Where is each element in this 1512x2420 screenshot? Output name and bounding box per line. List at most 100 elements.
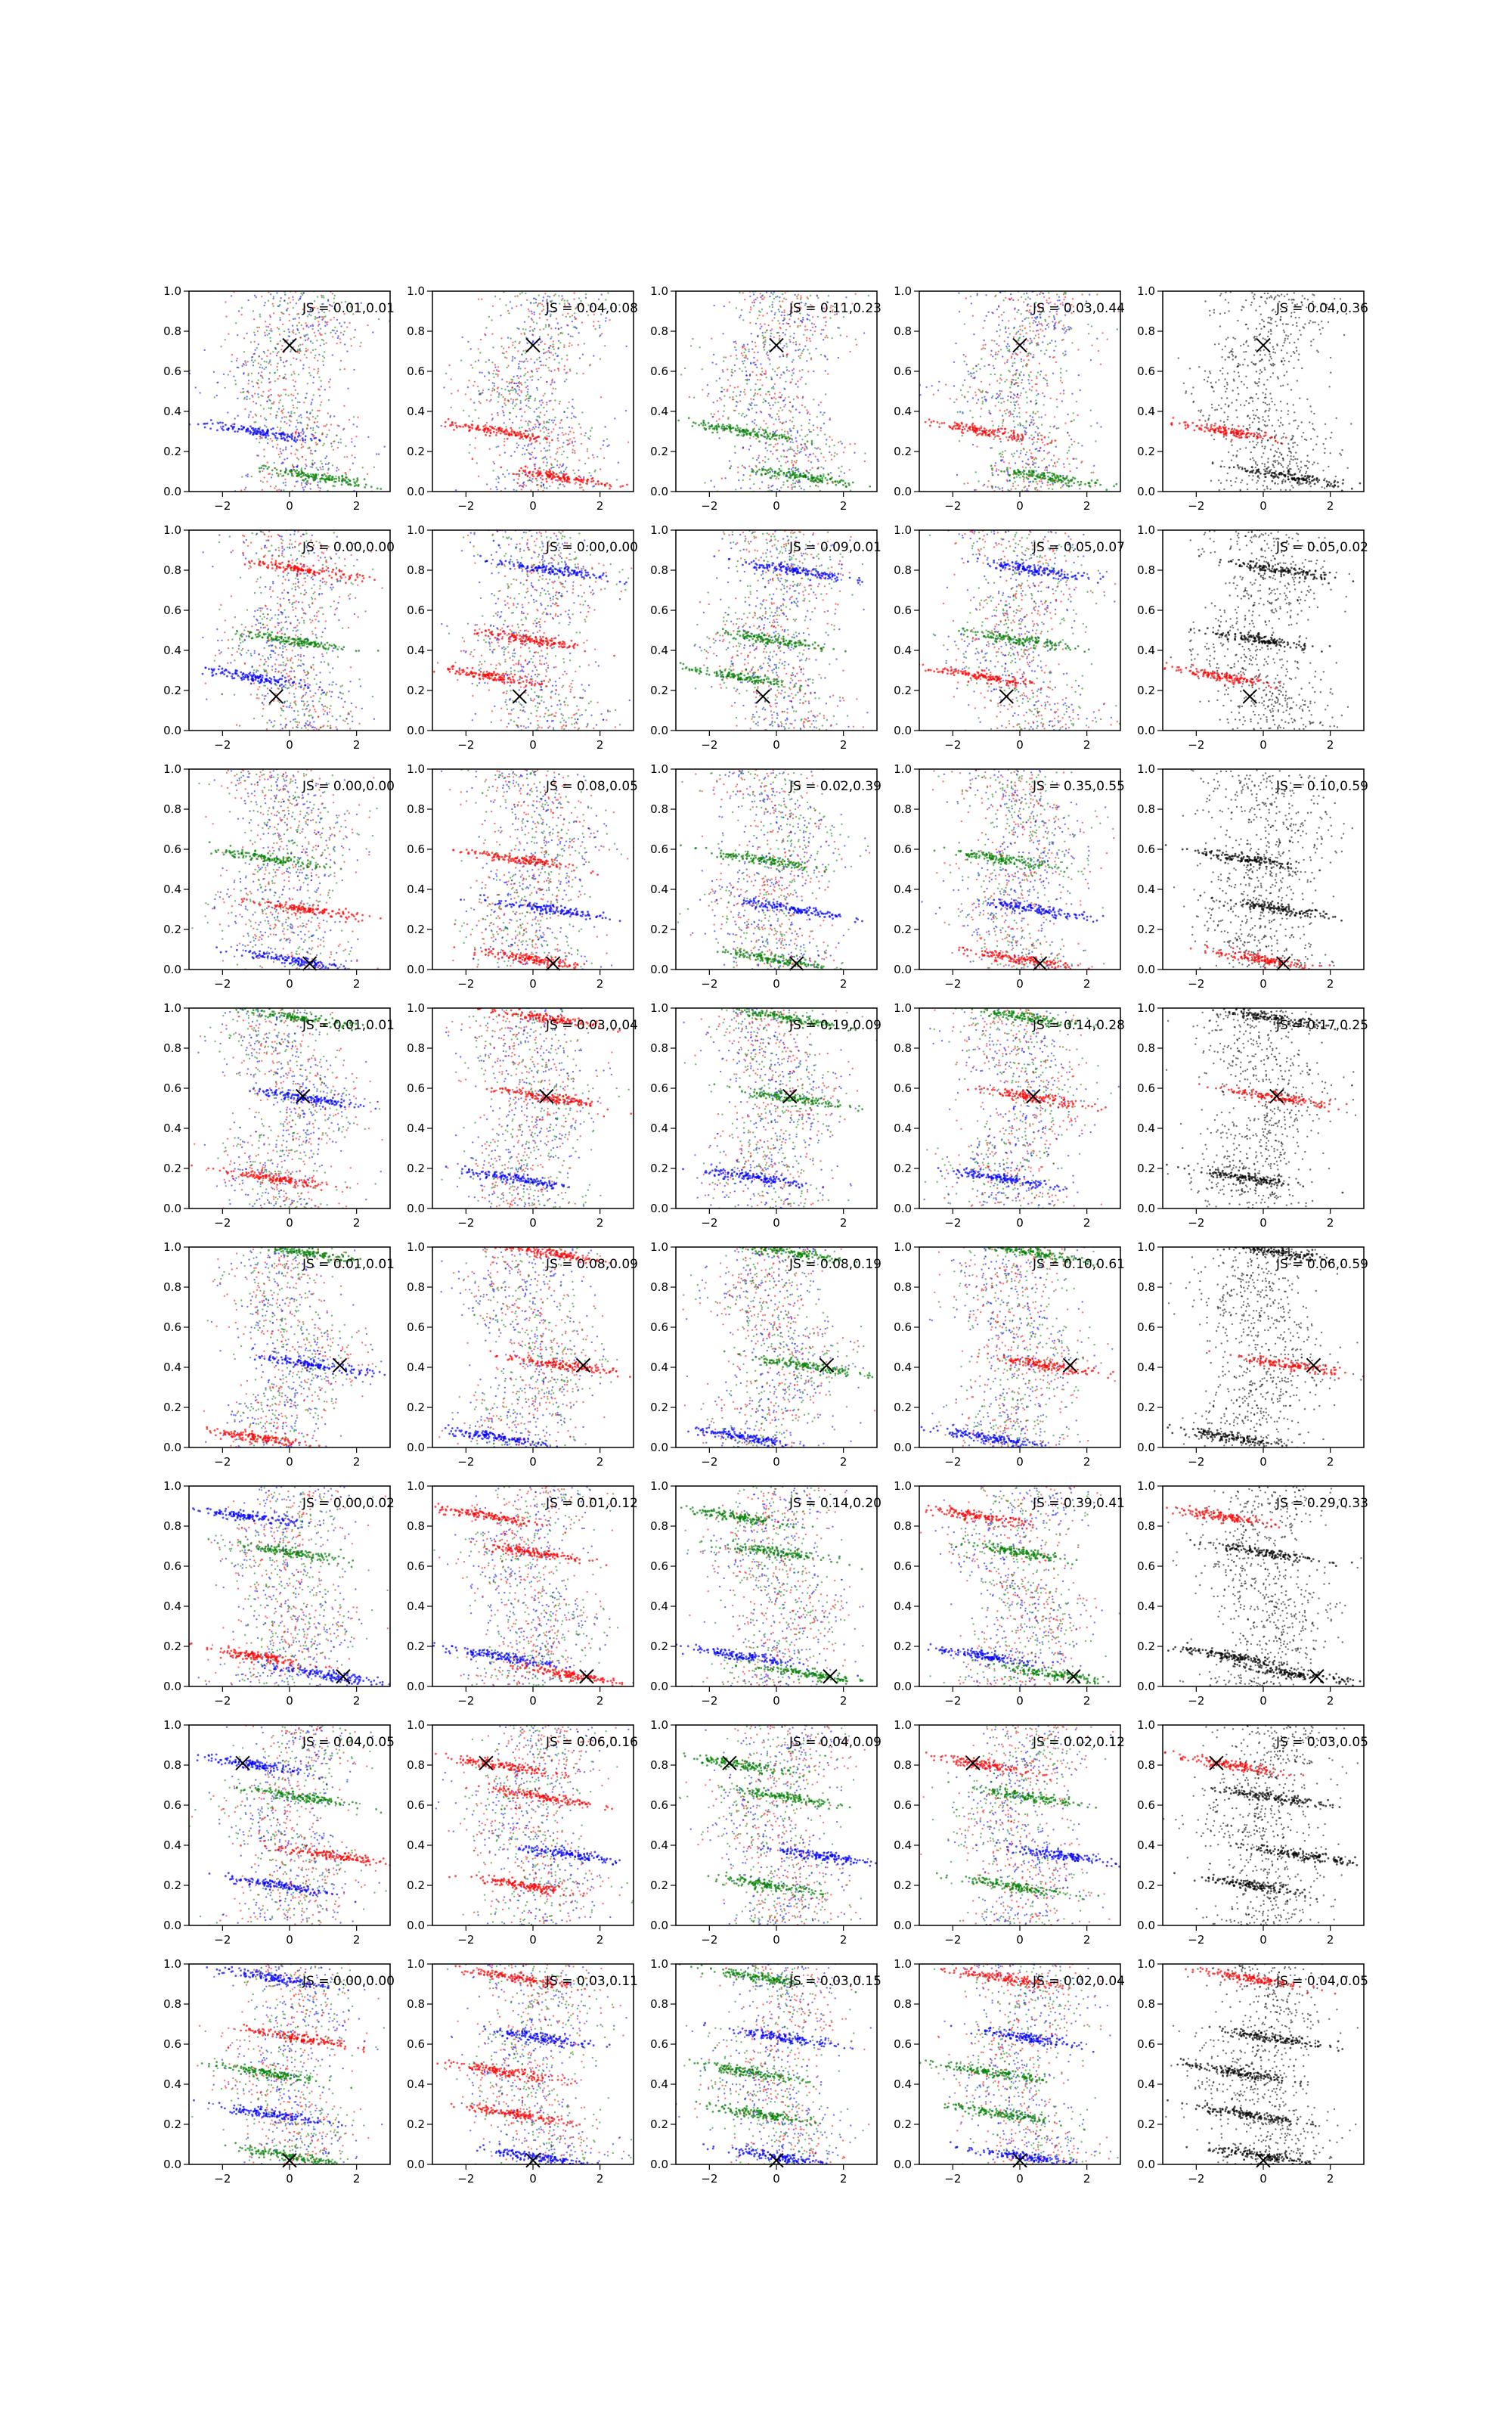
- scatter-point: [322, 340, 324, 342]
- scatter-point: [1053, 328, 1055, 330]
- scatter-point: [516, 295, 519, 297]
- scatter-point: [992, 429, 994, 432]
- scatter-point: [771, 319, 773, 322]
- scatter-point: [529, 325, 531, 328]
- scatter-point: [252, 365, 255, 367]
- scatter-point: [290, 349, 293, 351]
- scatter-point: [1037, 466, 1040, 469]
- scatter-point: [823, 422, 826, 425]
- scatter-point: [710, 413, 712, 415]
- scatter-point: [264, 331, 266, 334]
- scatter-point: [575, 416, 577, 418]
- scatter-point: [300, 431, 302, 434]
- scatter-point: [811, 334, 814, 336]
- scatter-point: [308, 417, 310, 420]
- scatter-point: [826, 479, 829, 482]
- scatter-point: [791, 461, 793, 464]
- scatter-point: [980, 427, 983, 430]
- scatter-point: [844, 446, 846, 448]
- scatter-point: [310, 449, 312, 451]
- scatter-point: [261, 375, 263, 377]
- scatter-point: [795, 343, 798, 346]
- scatter-point: [817, 466, 820, 469]
- scatter-point: [271, 330, 273, 332]
- scatter-point: [562, 483, 565, 486]
- scatter-point: [1029, 298, 1031, 300]
- scatter-point: [801, 397, 804, 399]
- scatter-point: [547, 433, 550, 435]
- scatter-point: [764, 447, 767, 449]
- scatter-point: [268, 395, 271, 397]
- scatter-point: [749, 445, 751, 447]
- x-tick-label: −2: [457, 499, 474, 513]
- scatter-point: [1042, 442, 1044, 444]
- scatter-point: [243, 489, 246, 491]
- scatter-point: [1043, 477, 1046, 480]
- scatter-point: [548, 418, 550, 421]
- scatter-point: [528, 443, 530, 445]
- scatter-point: [497, 366, 500, 368]
- scatter-point: [1049, 311, 1052, 313]
- scatter-point: [999, 452, 1002, 455]
- scatter-point: [1015, 333, 1018, 335]
- scatter-point: [843, 472, 846, 474]
- scatter-point: [304, 435, 307, 438]
- scatter-point: [317, 481, 319, 483]
- scatter-point: [958, 311, 961, 313]
- scatter-point: [203, 426, 206, 429]
- scatter-point: [317, 368, 320, 370]
- scatter-point: [1024, 391, 1027, 393]
- scatter-point: [1060, 377, 1062, 379]
- scatter-point: [764, 430, 767, 433]
- scatter-point: [839, 440, 842, 442]
- scatter-point: [754, 341, 757, 344]
- scatter-point: [1036, 476, 1040, 479]
- scatter-point: [600, 313, 603, 315]
- scatter-point: [555, 473, 558, 476]
- scatter-point: [311, 402, 313, 404]
- scatter-point: [797, 307, 799, 309]
- scatter-point: [331, 329, 333, 331]
- scatter-point: [287, 394, 290, 397]
- scatter-point: [530, 479, 532, 482]
- scatter-point: [566, 416, 569, 419]
- scatter-point: [999, 382, 1001, 384]
- scatter-point: [546, 402, 548, 404]
- scatter-point: [350, 345, 352, 347]
- scatter-point: [965, 425, 968, 428]
- scatter-point: [206, 422, 209, 425]
- scatter-point: [543, 469, 545, 471]
- scatter-point: [356, 477, 359, 479]
- scatter-point: [251, 359, 253, 361]
- scatter-point: [278, 304, 281, 306]
- scatter-point: [513, 388, 516, 390]
- scatter-point: [990, 447, 993, 449]
- scatter-point: [299, 349, 301, 352]
- scatter-point: [559, 470, 562, 473]
- scatter-point: [1015, 352, 1017, 355]
- scatter-point: [306, 416, 308, 419]
- scatter-point: [802, 317, 804, 319]
- scatter-point: [1035, 486, 1038, 489]
- scatter-point: [789, 419, 792, 421]
- scatter-point: [735, 395, 738, 397]
- scatter-point: [1039, 374, 1042, 376]
- scatter-point: [864, 452, 866, 455]
- scatter-point: [797, 396, 799, 399]
- scatter-point: [715, 380, 717, 382]
- scatter-point: [533, 327, 536, 330]
- scatter-point: [1063, 298, 1065, 301]
- scatter-point: [536, 371, 538, 373]
- scatter-point: [468, 380, 470, 382]
- scatter-point: [249, 425, 252, 428]
- scatter-point: [534, 297, 536, 299]
- scatter-point: [1040, 486, 1043, 488]
- scatter-point: [335, 477, 337, 480]
- scatter-point: [1064, 293, 1067, 295]
- scatter-point: [470, 364, 472, 366]
- scatter-point: [810, 473, 813, 476]
- scatter-point: [721, 369, 723, 371]
- scatter-point: [816, 467, 819, 470]
- scatter-point: [512, 399, 515, 401]
- scatter-point: [763, 398, 765, 400]
